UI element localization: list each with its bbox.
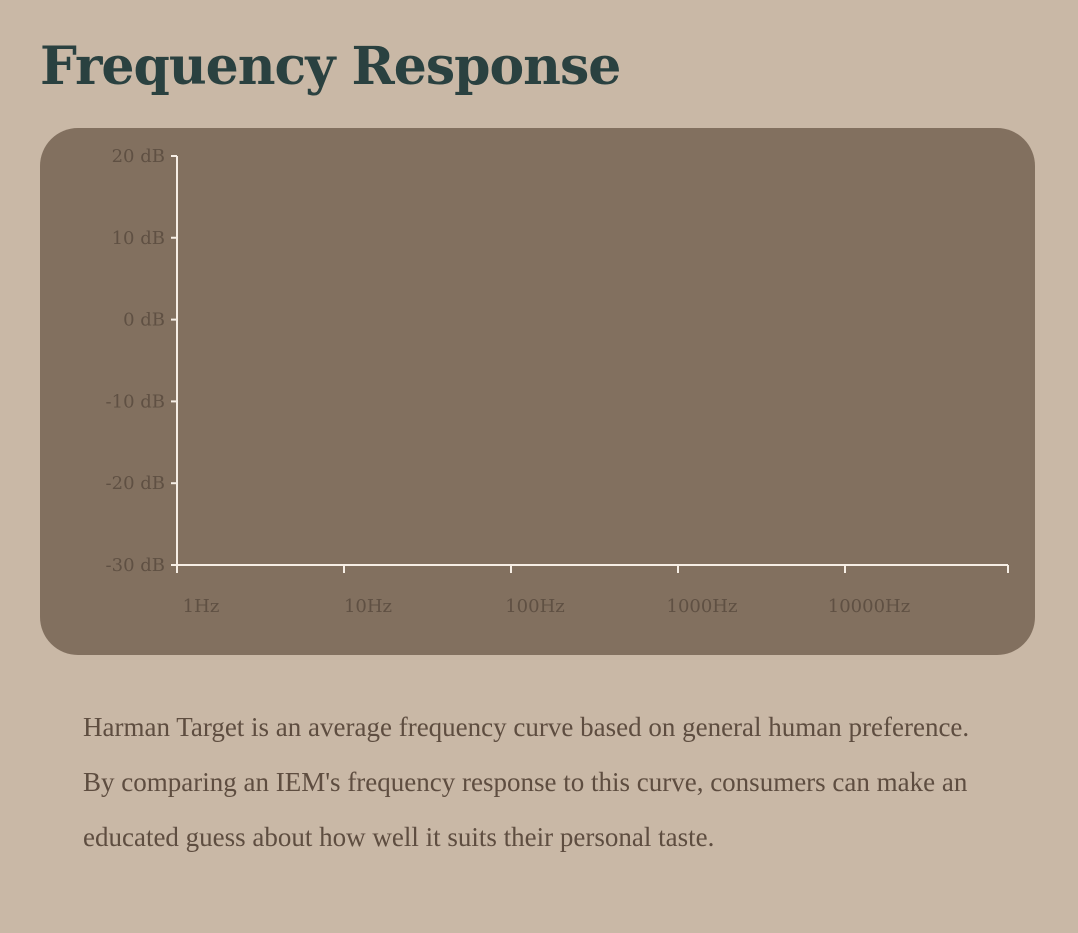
y-axis-ticks: 20 dB 10 dB 0 dB -10 dB -20 dB -30 dB — [106, 146, 177, 576]
x-tick-label: 100Hz — [505, 596, 565, 617]
x-tick-label: 1000Hz — [667, 596, 738, 617]
y-tick-label: -20 dB — [106, 473, 165, 494]
frequency-response-chart: 20 dB 10 dB 0 dB -10 dB -20 dB -30 dB 1Hz 10Hz… — [40, 128, 1035, 655]
x-tick-label: 1Hz — [183, 596, 220, 617]
y-tick-label: 10 dB — [112, 228, 165, 249]
x-axis-ticks: 1Hz 10Hz 100Hz 1000Hz 10000Hz — [176, 565, 1009, 617]
chart-svg: 20 dB 10 dB 0 dB -10 dB -20 dB -30 dB 1Hz 10Hz… — [106, 146, 1009, 617]
x-tick-label: 10Hz — [344, 596, 392, 617]
x-tick-label: 10000Hz — [828, 596, 910, 617]
page-title: Frequency Response — [40, 36, 621, 97]
description-text: Harman Target is an average frequency cu… — [83, 712, 970, 852]
y-tick-label: -30 dB — [106, 555, 165, 576]
y-tick-label: 20 dB — [112, 146, 165, 167]
y-tick-label: 0 dB — [123, 310, 165, 331]
y-tick-label: -10 dB — [106, 391, 165, 412]
